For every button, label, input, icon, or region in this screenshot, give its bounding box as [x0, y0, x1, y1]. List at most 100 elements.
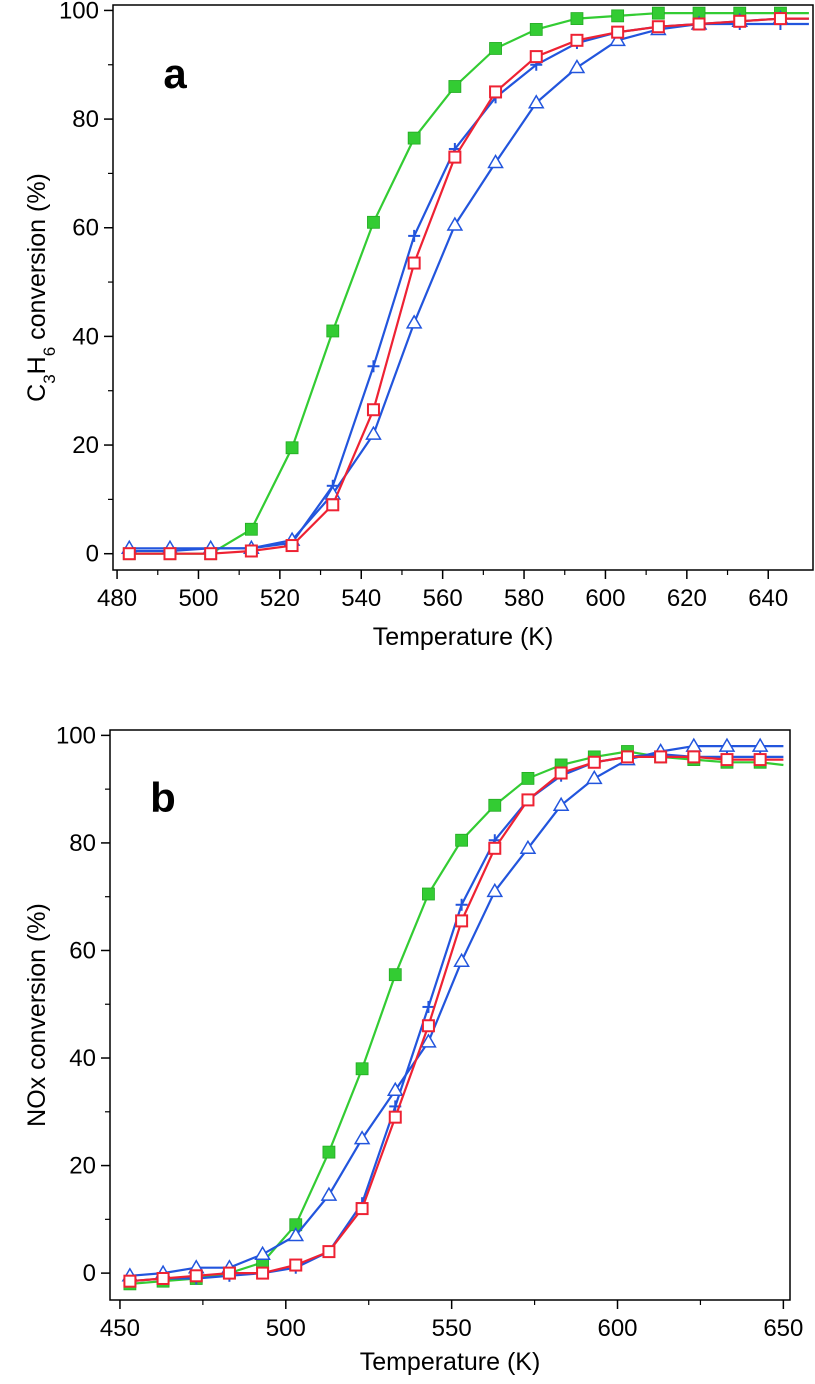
- plot-frame: [112, 4, 814, 571]
- data-point: [326, 324, 340, 338]
- series-open-triangle: [120, 10, 809, 555]
- data-point: [529, 23, 543, 36]
- x-tick-label: 640: [748, 585, 788, 612]
- series-open-triangle: [121, 737, 784, 1282]
- series-open-square: [123, 750, 784, 1288]
- x-tick-label: 500: [178, 585, 218, 612]
- data-point: [446, 216, 464, 231]
- data-point: [519, 839, 537, 855]
- data-point: [753, 753, 767, 767]
- y-tick-label: 0: [86, 541, 99, 568]
- data-point: [487, 154, 504, 169]
- data-point: [751, 737, 769, 752]
- data-point: [320, 1186, 338, 1201]
- data-point: [455, 898, 468, 911]
- data-point: [654, 750, 668, 764]
- x-tick-label: 450: [100, 1315, 140, 1342]
- data-point: [521, 793, 535, 807]
- data-point: [405, 314, 423, 329]
- x-tick-label: 580: [504, 585, 544, 612]
- series-line: [129, 12, 809, 555]
- series-line: [129, 744, 784, 1277]
- data-point: [254, 1245, 271, 1261]
- y-axis-title: C3H6 conversion (%): [23, 173, 59, 402]
- data-point: [408, 229, 421, 242]
- data-point: [568, 58, 586, 74]
- data-point: [222, 1266, 236, 1280]
- y-axis-title-part: conversion (%): [23, 173, 51, 347]
- y-tick-label: 40: [69, 1045, 96, 1072]
- panel-label: b: [150, 774, 176, 821]
- data-point: [448, 80, 462, 93]
- data-point: [651, 20, 665, 34]
- data-point: [367, 215, 380, 229]
- data-point: [285, 441, 299, 455]
- y-axis-title-part: H: [23, 356, 51, 374]
- data-point: [488, 841, 502, 855]
- data-point: [521, 771, 535, 785]
- series-filled-square: [123, 745, 784, 1291]
- panel-label: a: [163, 50, 187, 97]
- data-point: [611, 9, 625, 23]
- y-tick-label: 60: [69, 937, 96, 964]
- data-point: [570, 12, 584, 25]
- x-tick-label: 650: [763, 1315, 803, 1342]
- series-line: [129, 753, 784, 1283]
- data-point: [123, 1274, 137, 1288]
- y-tick-label: 0: [83, 1260, 96, 1287]
- data-point: [692, 17, 706, 31]
- data-point: [720, 753, 734, 767]
- x-tick-label: 550: [432, 1315, 472, 1342]
- data-point: [733, 14, 747, 28]
- data-point: [421, 1019, 435, 1033]
- data-point: [687, 750, 701, 764]
- data-point: [489, 85, 503, 99]
- x-tick-label: 540: [341, 585, 381, 612]
- data-point: [527, 94, 545, 109]
- y-tick-label: 80: [69, 830, 96, 857]
- series-line: [129, 17, 809, 550]
- data-point: [486, 882, 504, 898]
- series-line: [129, 22, 809, 553]
- data-point: [322, 1245, 336, 1259]
- data-point: [326, 498, 340, 512]
- data-point: [448, 150, 462, 164]
- data-point: [244, 522, 258, 536]
- x-axis-title: Temperature (K): [360, 1348, 541, 1376]
- series-plus: [123, 18, 809, 557]
- data-point: [554, 766, 568, 780]
- x-tick-label: 600: [585, 585, 625, 612]
- data-point: [453, 952, 470, 967]
- data-point: [256, 1266, 270, 1280]
- x-tick-label: 480: [97, 585, 137, 612]
- data-point: [552, 796, 570, 812]
- data-point: [285, 539, 299, 553]
- data-point: [529, 50, 543, 64]
- series-line: [129, 17, 809, 555]
- x-tick-label: 600: [597, 1315, 637, 1342]
- y-axis-title-part: C: [23, 384, 51, 402]
- y-tick-label: 100: [56, 722, 96, 749]
- data-point: [386, 1081, 404, 1097]
- data-point: [365, 425, 382, 440]
- data-point: [407, 256, 421, 270]
- x-tick-label: 560: [423, 585, 463, 612]
- data-point: [355, 1062, 369, 1076]
- x-tick-label: 620: [667, 585, 707, 612]
- data-point: [367, 360, 380, 373]
- data-point: [420, 1033, 437, 1048]
- y-tick-label: 20: [72, 432, 99, 459]
- data-point: [156, 1271, 170, 1285]
- data-point: [122, 547, 136, 561]
- y-axis-title: NOx conversion (%): [23, 903, 51, 1127]
- y-axis-title-subscript: 6: [40, 347, 59, 356]
- data-point: [189, 1269, 203, 1283]
- data-point: [388, 1110, 402, 1124]
- data-point: [353, 1130, 371, 1145]
- data-point: [287, 1226, 305, 1242]
- data-point: [718, 737, 736, 752]
- chart-panel-a: 480 500 520 540 560 580 600 620 640 0 20 40 60 80 100 T…: [23, 0, 814, 651]
- x-tick-label: 500: [266, 1315, 306, 1342]
- data-point: [585, 769, 603, 785]
